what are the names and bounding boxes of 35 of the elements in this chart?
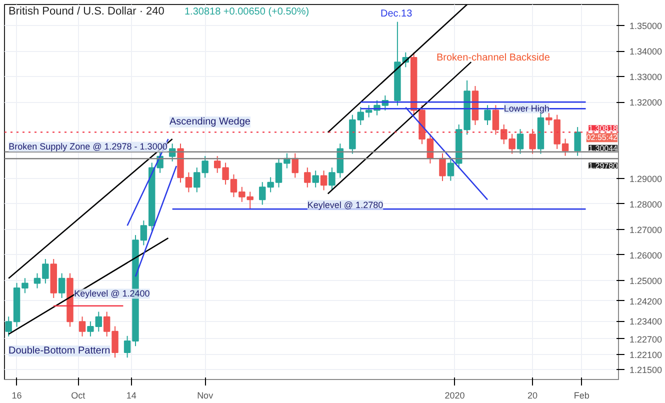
y-tick-label: 1.21500 (630, 365, 662, 376)
x-tick-label: Oct (71, 390, 86, 400)
y-tick-label: 1.27000 (630, 224, 662, 235)
y-tick-label: 1.33000 (630, 72, 662, 82)
x-tick-label: Feb (574, 390, 590, 400)
annotation: Ascending Wedge (170, 116, 251, 128)
y-tick-label: 1.25000 (630, 276, 662, 286)
y-tick-label: 1.24200 (630, 296, 662, 306)
y-tick-label: 1.34000 (630, 46, 662, 57)
x-tick-label: 16 (12, 390, 22, 400)
y-tick-label: 1.35000 (630, 21, 662, 32)
x-tick-label: Nov (197, 390, 214, 400)
annotation: Keylevel @ 1.2780 (307, 200, 384, 210)
annotation: Dec.13 (380, 8, 413, 20)
y-tick-label: 1.23400 (630, 316, 662, 327)
x-tick-label: 14 (126, 390, 136, 400)
ref-line-label: 1.30044 (588, 144, 618, 153)
annotation: Keylevel @ 1.2400 (74, 288, 150, 299)
annotation: Double-Bottom Pattern (8, 346, 110, 356)
y-tick-label: 1.32000 (630, 98, 662, 108)
annotation: 02:55:42 (586, 133, 618, 142)
y-tick-label: 1.29000 (630, 174, 662, 184)
x-tick-label: 2020 (444, 390, 465, 400)
annotation: Broken-channel Backside (436, 52, 550, 64)
chart-subtitle: 1.30818 +0.00650 (+0.50%) (184, 6, 310, 18)
annotation: Lower High (504, 103, 550, 114)
y-tick-label: 1.22700 (630, 334, 662, 344)
chart-title: British Pound / U.S. Dollar · 240 (8, 6, 164, 18)
ref-line-label: 1.30818 (588, 124, 618, 134)
x-tick-label: 20 (528, 390, 538, 400)
y-tick-label: 1.22100 (630, 350, 662, 360)
y-tick-label: 1.28000 (630, 199, 662, 210)
y-tick-label: 1.26000 (630, 250, 662, 260)
annotation: Broken Supply Zone @ 1.2978 - 1.3000 (8, 142, 168, 152)
ref-line-label: 1.29780 (588, 162, 618, 171)
